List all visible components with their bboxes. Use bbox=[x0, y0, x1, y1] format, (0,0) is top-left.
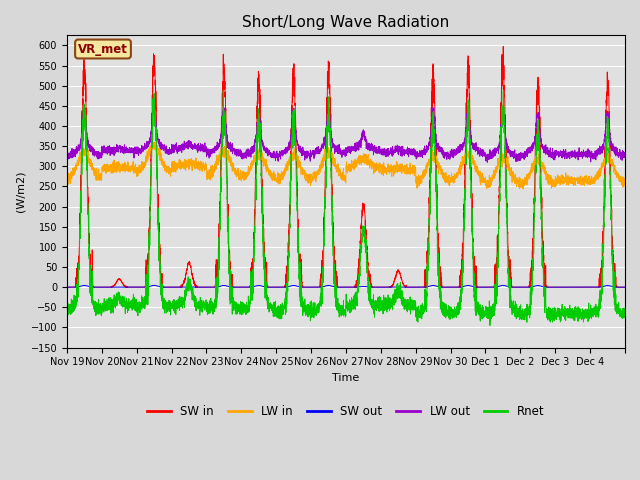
Title: Short/Long Wave Radiation: Short/Long Wave Radiation bbox=[243, 15, 449, 30]
X-axis label: Time: Time bbox=[332, 373, 360, 383]
Y-axis label: (W/m2): (W/m2) bbox=[15, 171, 25, 212]
Text: VR_met: VR_met bbox=[78, 43, 128, 56]
Legend: SW in, LW in, SW out, LW out, Rnet: SW in, LW in, SW out, LW out, Rnet bbox=[143, 400, 549, 423]
